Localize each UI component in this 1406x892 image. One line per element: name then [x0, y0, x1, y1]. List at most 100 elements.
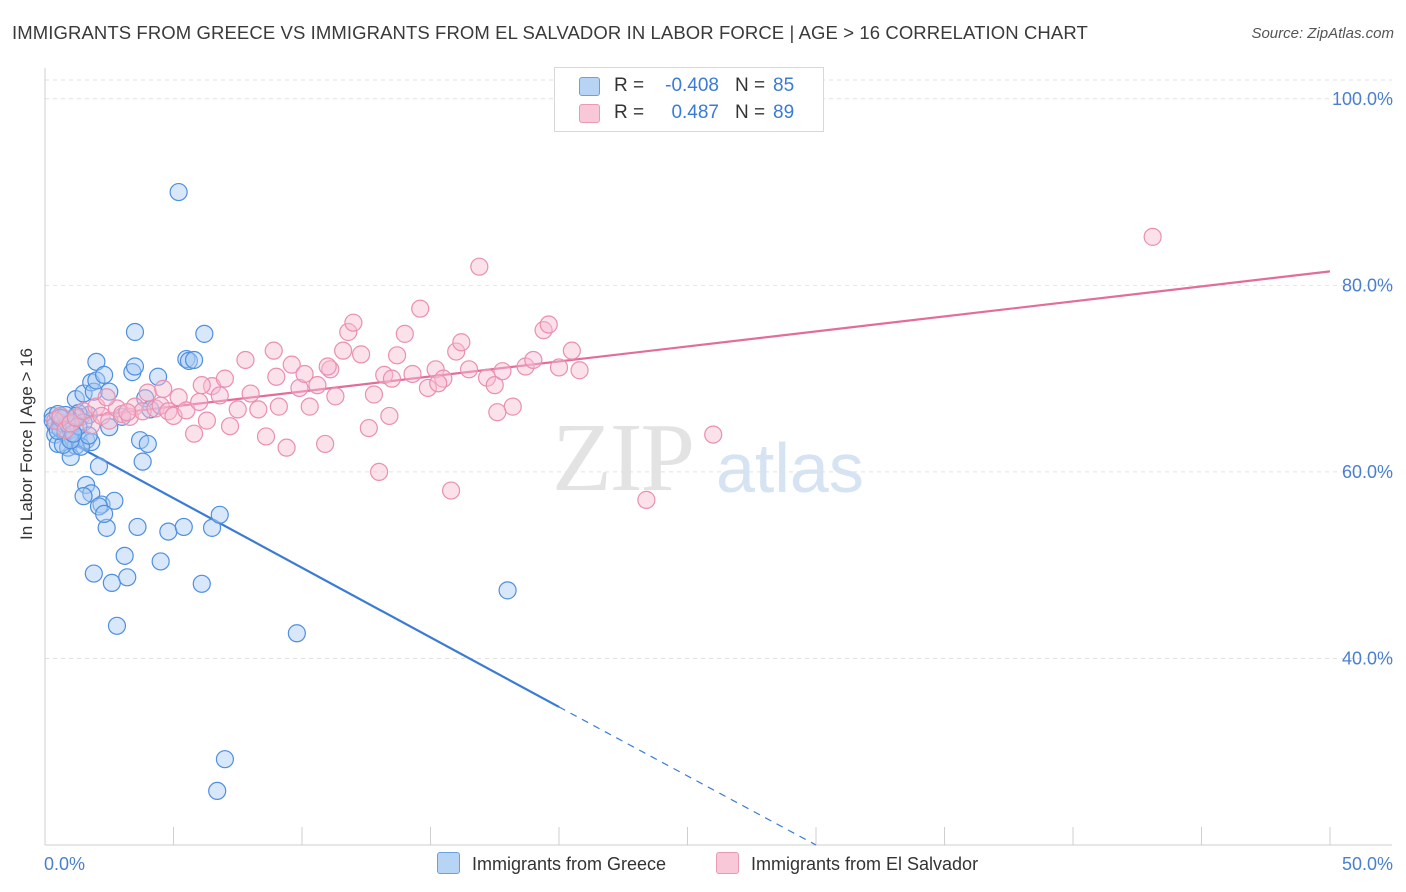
point-el-salvador — [241, 384, 260, 403]
data-points — [43, 182, 1162, 801]
y-tick-label: 40.0% — [1342, 648, 1393, 668]
point-greece — [74, 487, 93, 506]
point-greece — [128, 517, 147, 537]
point-el-salvador — [426, 360, 445, 379]
legend-n-label: N = — [735, 102, 766, 123]
point-el-salvador — [87, 397, 106, 416]
point-el-salvador — [503, 397, 522, 416]
point-greece — [215, 750, 234, 769]
point-el-salvador — [269, 397, 288, 416]
point-el-salvador — [387, 346, 407, 365]
y-tick-label: 100.0% — [1332, 89, 1393, 109]
point-el-salvador — [107, 399, 127, 418]
legend-swatch-greece — [579, 77, 600, 96]
bottom-legend-swatch-el-salvador — [716, 852, 739, 874]
point-greece — [95, 504, 114, 523]
grid-lines — [45, 79, 1392, 659]
point-el-salvador — [51, 406, 70, 426]
point-el-salvador — [190, 392, 209, 412]
legend-n-label: N = — [735, 75, 766, 96]
point-greece — [179, 351, 199, 371]
tick-labels: 40.0% 60.0% 80.0% 100.0% 0.0% 50.0% — [44, 89, 1393, 874]
bottom-legend-el-salvador: Immigrants from El Salvador — [716, 852, 978, 875]
bottom-legend-label-el-salvador: Immigrants from El Salvador — [751, 854, 979, 874]
point-el-salvador — [403, 364, 422, 384]
point-greece — [115, 546, 134, 565]
point-greece — [195, 324, 214, 343]
legend-swatch-el-salvador — [579, 104, 600, 123]
bottom-legend-swatch-greece — [437, 852, 460, 874]
point-greece — [138, 434, 157, 454]
trend-line-el-salvador — [52, 270, 1331, 422]
point-greece — [89, 457, 109, 476]
point-greece — [125, 357, 145, 376]
point-el-salvador — [524, 350, 543, 370]
point-greece — [210, 505, 229, 524]
point-el-salvador — [321, 360, 340, 379]
trend-lines — [52, 270, 1331, 846]
point-el-salvador — [344, 313, 363, 332]
point-greece — [287, 624, 306, 643]
legend-r-value: 0.487 — [671, 102, 719, 123]
point-el-salvador — [562, 341, 581, 360]
point-el-salvador — [177, 401, 196, 420]
legend-r-value: -0.408 — [665, 75, 719, 96]
point-greece — [159, 522, 178, 541]
point-el-salvador — [485, 376, 504, 395]
legend-r-label: R = — [614, 102, 645, 123]
point-el-salvador — [418, 378, 438, 398]
point-el-salvador — [277, 438, 296, 457]
point-el-salvador — [184, 424, 204, 443]
point-el-salvador — [549, 358, 569, 377]
point-el-salvador — [470, 257, 489, 276]
point-el-salvador — [316, 434, 335, 454]
point-greece — [107, 616, 127, 635]
point-el-salvador — [411, 299, 430, 318]
point-el-salvador — [138, 383, 157, 402]
y-tick-label: 60.0% — [1342, 462, 1393, 482]
point-greece — [184, 350, 204, 370]
y-tick-label: 80.0% — [1342, 275, 1393, 295]
watermark-zip: ZIP — [552, 404, 695, 512]
point-el-salvador — [295, 364, 314, 384]
point-el-salvador — [228, 400, 247, 419]
point-el-salvador — [488, 403, 507, 422]
point-el-salvador — [534, 321, 553, 340]
point-greece — [192, 574, 211, 593]
trend-line-greece-extension — [558, 706, 817, 846]
point-el-salvador — [447, 342, 466, 361]
point-el-salvador — [290, 378, 309, 398]
point-el-salvador — [352, 345, 371, 364]
point-el-salvador — [570, 361, 589, 380]
point-el-salvador — [264, 341, 283, 360]
point-el-salvador — [326, 387, 345, 406]
point-el-salvador — [300, 397, 319, 416]
legend-r-label: R = — [614, 75, 645, 96]
point-el-salvador — [256, 427, 276, 446]
point-greece — [208, 781, 227, 801]
x-tick-label-max: 50.0% — [1342, 854, 1393, 874]
point-el-salvador — [308, 376, 327, 395]
point-el-salvador — [539, 315, 558, 334]
point-el-salvador — [118, 403, 137, 422]
trend-line-greece — [52, 431, 560, 708]
point-greece — [151, 552, 170, 571]
point-greece — [498, 581, 517, 600]
legend-box: R = -0.408 N = 85 R = 0.487 N = 89 — [554, 67, 824, 132]
point-el-salvador — [370, 462, 389, 482]
legend-n-value: 89 — [773, 102, 795, 123]
axes — [44, 68, 1392, 846]
bottom-legend-greece: Immigrants from Greece — [437, 852, 666, 875]
point-el-salvador — [452, 333, 471, 352]
point-el-salvador — [380, 406, 399, 426]
point-el-salvador — [215, 369, 234, 388]
point-el-salvador — [249, 400, 268, 419]
point-el-salvador — [334, 341, 353, 360]
legend-n-value: 85 — [773, 75, 795, 96]
point-el-salvador — [154, 379, 173, 398]
point-el-salvador — [477, 368, 497, 387]
point-greece — [169, 182, 188, 202]
point-el-salvador — [359, 418, 378, 438]
point-greece — [133, 452, 152, 471]
